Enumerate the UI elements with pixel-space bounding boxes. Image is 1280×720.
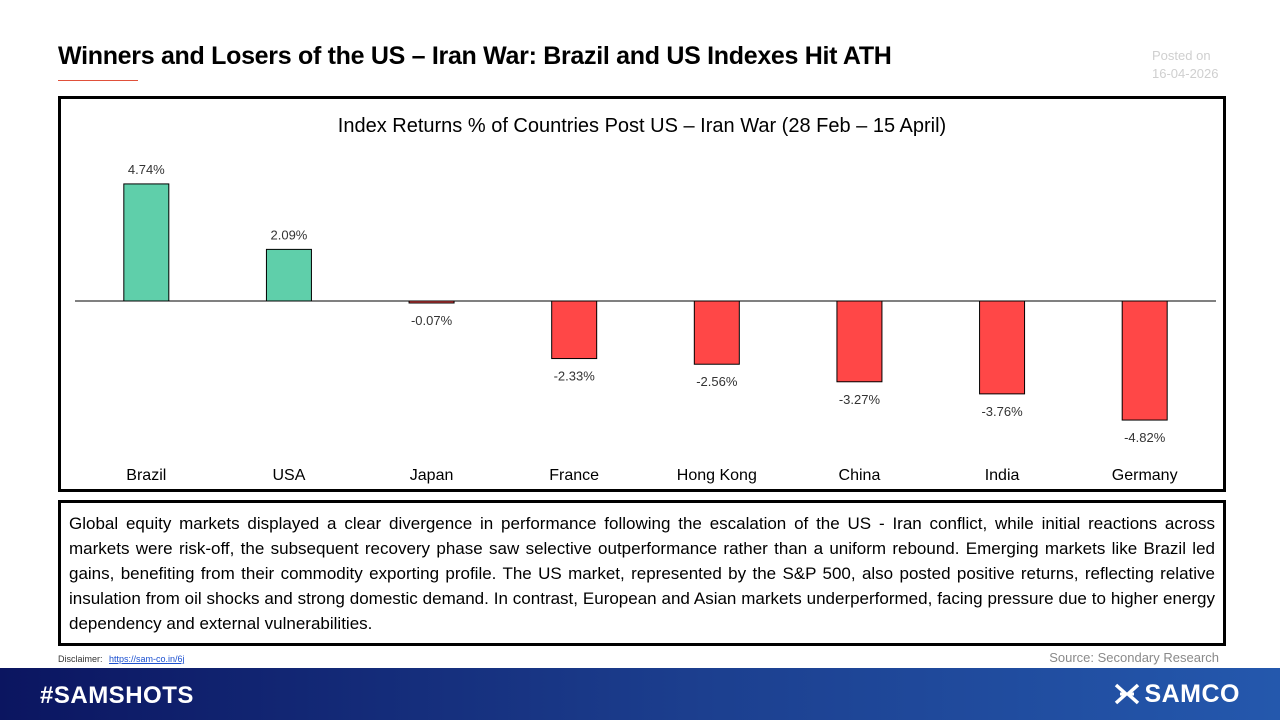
disclaimer-label: Disclaimer: bbox=[58, 654, 103, 664]
brand-name: SAMCO bbox=[1144, 679, 1240, 708]
posted-date: 16-04-2026 bbox=[1152, 66, 1219, 81]
summary-text: Global equity markets displayed a clear … bbox=[69, 514, 1215, 633]
data-label: -2.56% bbox=[696, 374, 738, 389]
category-label: USA bbox=[272, 467, 305, 484]
category-label: India bbox=[985, 467, 1020, 484]
bar-chart: Index Returns % of Countries Post US – I… bbox=[75, 115, 1216, 484]
category-label: Japan bbox=[410, 467, 454, 484]
data-label: -4.82% bbox=[1124, 430, 1166, 445]
posted-label: Posted on bbox=[1152, 48, 1211, 63]
page-title: Winners and Losers of the US – Iran War:… bbox=[58, 42, 892, 70]
category-label: Brazil bbox=[126, 467, 166, 484]
data-label: -3.27% bbox=[839, 392, 881, 407]
bar-hong-kong bbox=[693, 300, 740, 365]
posted-info: Posted on 16-04-2026 bbox=[1152, 47, 1219, 83]
bar-brazil bbox=[123, 183, 170, 302]
data-label: -2.33% bbox=[554, 369, 596, 384]
bar-france bbox=[551, 300, 598, 360]
disclaimer: Disclaimer: https://sam-co.in/6j bbox=[58, 654, 185, 664]
summary-box: Global equity markets displayed a clear … bbox=[58, 500, 1226, 646]
data-label: 2.09% bbox=[271, 227, 308, 242]
chart-title: Index Returns % of Countries Post US – I… bbox=[338, 115, 946, 137]
hashtag: #SAMSHOTS bbox=[40, 682, 194, 709]
bar-china bbox=[836, 300, 883, 383]
bar-india bbox=[979, 300, 1026, 395]
category-label: China bbox=[839, 467, 881, 484]
disclaimer-link[interactable]: https://sam-co.in/6j bbox=[109, 654, 185, 664]
data-label: 4.74% bbox=[128, 162, 165, 177]
category-label: Germany bbox=[1112, 467, 1178, 484]
bar-germany bbox=[1121, 300, 1168, 421]
samco-logo-icon bbox=[1115, 683, 1140, 705]
category-label: Hong Kong bbox=[677, 467, 757, 484]
data-label: -3.76% bbox=[981, 404, 1023, 419]
footer-bar: #SAMSHOTS SAMCO bbox=[0, 668, 1280, 720]
category-label: France bbox=[549, 467, 599, 484]
samco-logo: SAMCO bbox=[1114, 680, 1240, 708]
chart-frame: Index Returns % of Countries Post US – I… bbox=[58, 96, 1226, 492]
source-note: Source: Secondary Research bbox=[1049, 650, 1219, 665]
data-label: -0.07% bbox=[411, 313, 453, 328]
title-underline bbox=[58, 80, 138, 81]
bar-usa bbox=[265, 248, 312, 302]
